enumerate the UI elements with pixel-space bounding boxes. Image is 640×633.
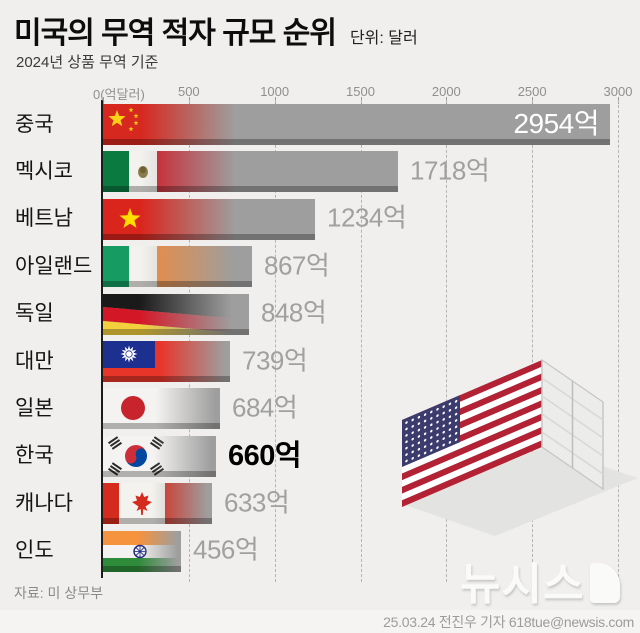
us-flag-face xyxy=(402,359,542,507)
country-label-de: 독일 xyxy=(15,302,54,326)
jp-flag-icon xyxy=(103,388,220,430)
axis-tick-mark xyxy=(103,97,104,104)
mx-flag-icon xyxy=(103,151,253,193)
unit-label: 단위: 달러 xyxy=(349,30,418,47)
source-label: 자료: 미 상무부 xyxy=(14,585,103,601)
gridline xyxy=(532,100,534,582)
gridline xyxy=(360,100,362,582)
value-label-jp: 684억 xyxy=(232,392,298,423)
flag-fade-overlay xyxy=(103,483,212,525)
value-label-ie: 867억 xyxy=(264,250,330,281)
bar-ca xyxy=(103,483,212,525)
country-label-mx: 멕시코 xyxy=(15,159,73,183)
zero-axis-line xyxy=(101,100,103,578)
bar-de xyxy=(103,293,249,335)
bar-bottom-shade xyxy=(103,470,216,477)
country-label-cn: 중국 xyxy=(15,112,54,136)
container-door-face xyxy=(541,358,604,491)
country-label-tw: 대만 xyxy=(15,349,54,373)
axis-tick-label: 0(억달러) xyxy=(93,87,145,102)
newsis-logo-text: 뉴시스 xyxy=(460,560,585,609)
value-label-kr: 660억 xyxy=(228,440,302,473)
bar-cn: 2954억 xyxy=(103,104,610,145)
value-label-de: 848억 xyxy=(261,297,327,328)
flag-fade-overlay xyxy=(103,530,181,572)
flag-fade-overlay xyxy=(103,435,216,477)
axis-tick-label: 2000 xyxy=(431,84,461,99)
bar-bottom-shade xyxy=(103,281,252,288)
country-label-in: 인도 xyxy=(15,539,54,563)
tw-flag-icon xyxy=(103,341,230,382)
bar-bottom-shade xyxy=(103,423,220,430)
gridline xyxy=(274,100,276,582)
vn-flag-icon xyxy=(103,198,253,240)
flag-fade-overlay xyxy=(103,293,249,335)
value-label-vn: 1234억 xyxy=(327,202,407,233)
bar-bottom-shade xyxy=(103,139,610,145)
flag-fade-overlay xyxy=(103,151,253,193)
axis-tick-label: 3000 xyxy=(603,84,633,99)
byline-credit: 25.03.24 전진우 기자 618tue@newsis.com xyxy=(383,614,634,630)
country-label-kr: 한국 xyxy=(15,444,54,468)
country-label-vn: 베트남 xyxy=(15,207,73,231)
country-label-ca: 캐나다 xyxy=(15,491,73,515)
de-flag-icon xyxy=(103,293,249,335)
ca-flag-icon xyxy=(103,483,212,525)
bar-bottom-shade xyxy=(103,518,212,525)
cn-flag-icon xyxy=(103,104,253,145)
flag-fade-overlay xyxy=(103,388,220,430)
bar-bottom-shade xyxy=(103,328,249,335)
value-label-mx: 1718억 xyxy=(410,155,490,186)
flag-fade-overlay xyxy=(103,104,253,145)
bar-tw xyxy=(103,341,230,382)
subtitle: 2024년 상품 무역 기준 xyxy=(16,54,159,71)
bar-bottom-shade xyxy=(103,233,315,240)
bar-bottom-shade xyxy=(103,186,398,193)
country-label-jp: 일본 xyxy=(15,396,54,420)
bar-vn xyxy=(103,198,315,240)
gridline xyxy=(446,100,448,582)
axis-tick-label: 1500 xyxy=(346,84,375,99)
ie-flag-icon xyxy=(103,246,252,288)
newsis-logo-mark-icon xyxy=(590,563,621,603)
axis-tick-label: 500 xyxy=(177,84,200,99)
newsis-logo: 뉴시스 xyxy=(460,560,621,609)
flag-fade-overlay xyxy=(103,246,252,288)
bar-bottom-shade xyxy=(103,376,230,382)
value-label-tw: 739억 xyxy=(242,345,308,375)
bar-bottom-shade xyxy=(103,565,181,572)
page-title: 미국의 무역 적자 규모 순위 xyxy=(14,17,337,50)
value-label-ca: 633억 xyxy=(224,487,290,518)
axis-tick-label: 1000 xyxy=(260,84,290,99)
header: 미국의 무역 적자 규모 순위 단위: 달러 xyxy=(14,8,418,52)
footer-band: 25.03.24 전진우 기자 618tue@newsis.com xyxy=(0,610,640,633)
country-label-ie: 아일랜드 xyxy=(15,254,93,278)
axis-tick-label: 2500 xyxy=(517,84,547,99)
bar-jp xyxy=(103,388,220,430)
gridline xyxy=(618,100,619,582)
flag-fade-overlay xyxy=(103,198,253,240)
value-label-in: 456억 xyxy=(193,534,259,565)
kr-flag-icon xyxy=(103,435,216,477)
bar-in xyxy=(103,530,181,572)
flag-fade-overlay xyxy=(103,341,230,382)
us-flag-container-illustration xyxy=(402,358,638,536)
bar-mx xyxy=(103,151,398,193)
in-flag-icon xyxy=(103,530,181,572)
bar-kr xyxy=(103,435,216,477)
value-label-cn: 2954억 xyxy=(513,107,599,139)
bar-ie xyxy=(103,246,252,288)
